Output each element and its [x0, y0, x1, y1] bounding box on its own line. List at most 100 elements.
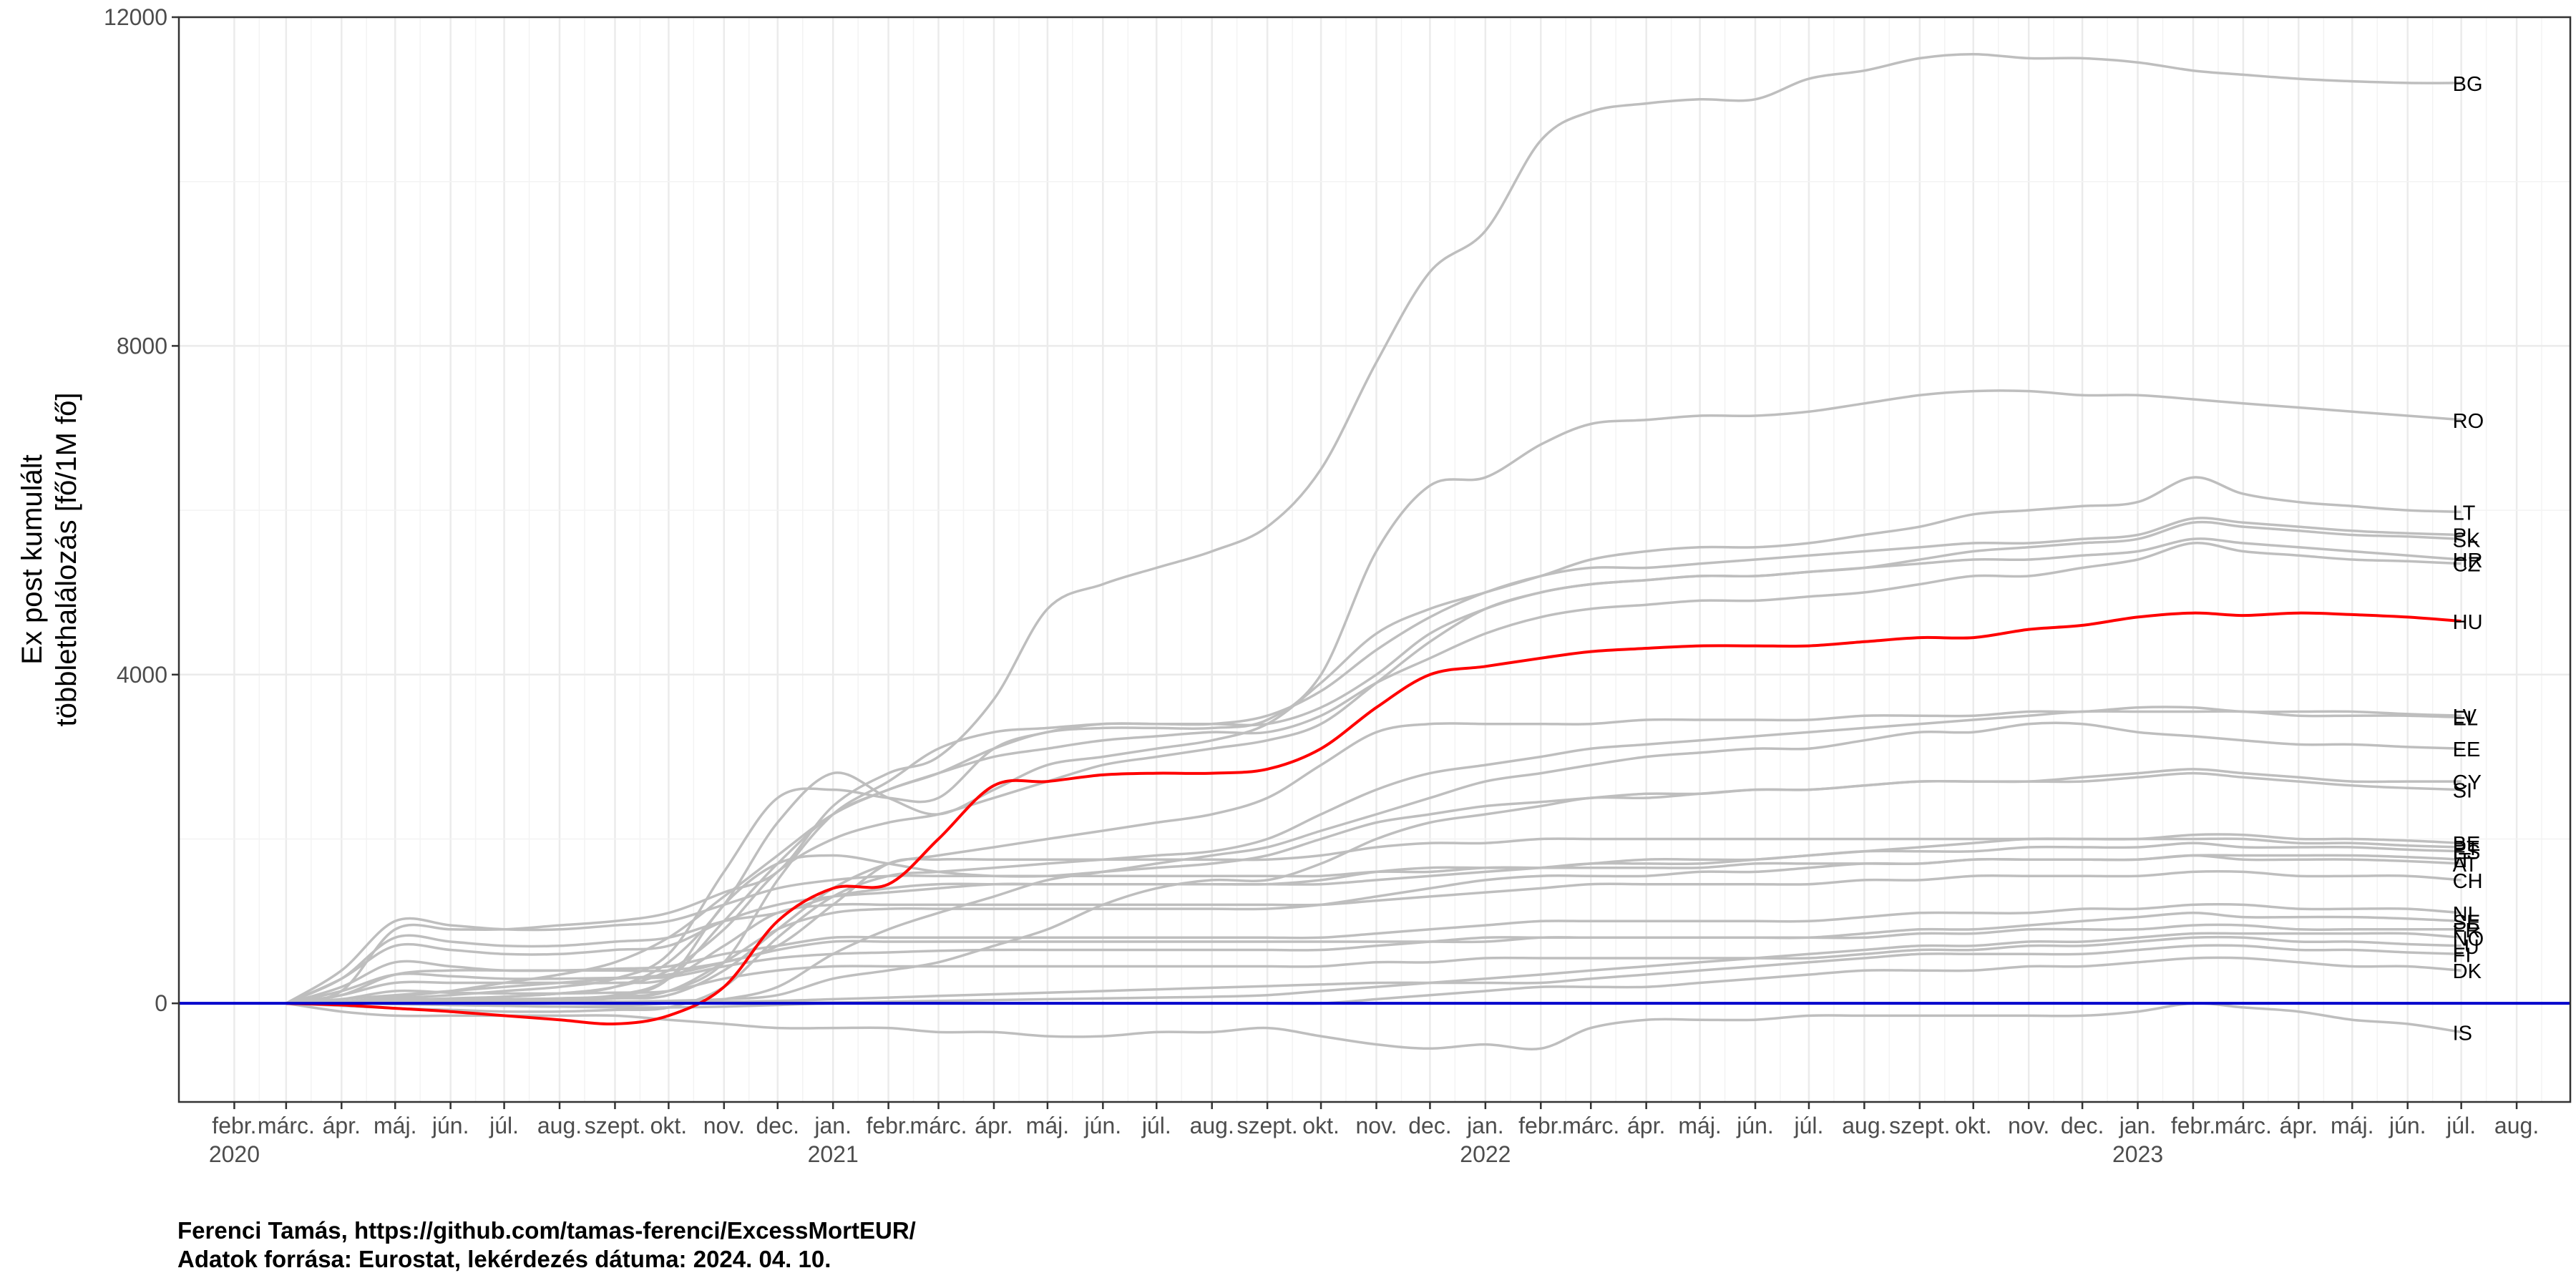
series-line-pt — [286, 837, 2462, 1005]
y-axis-title: Ex post kumulált többlethalálozás [fő/1M… — [16, 393, 82, 727]
x-tick-label-month: márc. — [1562, 1113, 1619, 1138]
series-label-be: BE — [2453, 833, 2481, 856]
caption-line-1: Ferenci Tamás, https://github.com/tamas-… — [177, 1217, 916, 1244]
y-axis-title-line2: többlethalálozás [fő/1M fő] — [51, 393, 82, 727]
y-axis-title-line1: Ex post kumulált — [16, 454, 48, 664]
y-tick-label: 4000 — [117, 662, 167, 688]
x-tick-label-month: máj. — [1026, 1113, 1069, 1138]
series-label-cy: CY — [2453, 771, 2482, 794]
series-label-nl: NL — [2453, 903, 2479, 926]
x-tick-label-month: nov. — [703, 1113, 745, 1138]
x-tick-label-month: dec. — [756, 1113, 799, 1138]
series-label-hu: HU — [2453, 611, 2483, 634]
x-tick-label-month: szept. — [1236, 1113, 1297, 1138]
series-label-sk: SK — [2453, 529, 2481, 552]
series-line-lu — [286, 935, 2462, 1005]
x-tick-label-month: jan. — [814, 1113, 852, 1138]
series-label-hr: HR — [2453, 550, 2483, 572]
x-tick-label-month: jún. — [1084, 1113, 1122, 1138]
x-tick-label-month: aug. — [1190, 1113, 1234, 1138]
x-tick-label-month: márc. — [258, 1113, 315, 1138]
grid — [179, 16, 2570, 1102]
series-label-ee: EE — [2453, 738, 2481, 761]
series-label-cz: CZ — [2453, 554, 2481, 577]
x-tick-label-month: dec. — [1408, 1113, 1451, 1138]
x-tick-label-month: máj. — [374, 1113, 416, 1138]
x-tick-label-month: jún. — [2389, 1113, 2426, 1138]
series-line-se — [286, 912, 2462, 1005]
series-label-pt: PT — [2453, 837, 2479, 860]
x-tick-label-month: febr. — [2171, 1113, 2215, 1138]
x-tick-label-month: nov. — [1355, 1113, 1397, 1138]
series-label-lt: LT — [2453, 502, 2476, 525]
series-label-ro: RO — [2453, 410, 2484, 433]
x-tick-label-month: júl. — [489, 1113, 519, 1138]
x-tick-label-month: jan. — [2119, 1113, 2157, 1138]
series-label-bg: BG — [2453, 73, 2483, 96]
x-tick-label-month: júl. — [1794, 1113, 1824, 1138]
x-tick-label-month: febr. — [212, 1113, 256, 1138]
x-tick-label-month: febr. — [866, 1113, 910, 1138]
x-tick-label-month: ápr. — [323, 1113, 361, 1138]
y-tick-label: 0 — [155, 990, 167, 1016]
series-line-es — [286, 841, 2462, 1005]
plot-border — [177, 16, 2572, 1103]
series-label-es: ES — [2453, 841, 2481, 864]
x-tick-label-month: ápr. — [975, 1113, 1013, 1138]
x-tick-label-month: szept. — [1889, 1113, 1950, 1138]
series-line-nl — [286, 902, 2462, 1005]
series-label-is: IS — [2453, 1022, 2472, 1045]
series-label-fr: FR — [2453, 919, 2481, 942]
series-line-fi — [286, 944, 2462, 1005]
x-tick-label-year: 2021 — [808, 1141, 859, 1167]
series-label-se: SE — [2453, 911, 2481, 934]
x-tick-label-month: dec. — [2061, 1113, 2104, 1138]
series-line-ch — [286, 869, 2462, 1005]
x-tick-label-month: febr. — [1518, 1113, 1563, 1138]
series-label-lv: LV — [2453, 706, 2477, 728]
x-tick-label-month: okt. — [650, 1113, 688, 1138]
series-label-si: SI — [2453, 780, 2472, 803]
x-tick-label-month: júl. — [1141, 1113, 1171, 1138]
y-axis: 0 4000 8000 12000 — [104, 4, 179, 1016]
x-tick-label-month: ápr. — [2280, 1113, 2318, 1138]
plot-background — [179, 17, 2570, 1102]
series-label-it: IT — [2453, 849, 2472, 872]
series-label-dk: DK — [2453, 960, 2482, 983]
series-line-fr — [286, 923, 2462, 1005]
x-tick-label-month: máj. — [1678, 1113, 1721, 1138]
x-tick-label-month: jan. — [1466, 1113, 1504, 1138]
series-line-bg — [286, 52, 2462, 1005]
x-axis: febr. márc. ápr. máj. jún. júl. aug. szept. okt.… — [209, 1102, 2539, 1167]
series-line-hu — [286, 611, 2462, 1026]
series-label-at: AT — [2453, 854, 2478, 877]
x-tick-label-month: jún. — [1736, 1113, 1774, 1138]
series-label-no: NO — [2453, 927, 2484, 950]
caption-line-2: Adatok forrása: Eurostat, lekérdezés dát… — [177, 1246, 831, 1272]
x-tick-label-month: okt. — [1302, 1113, 1340, 1138]
x-tick-label-month: aug. — [537, 1113, 582, 1138]
x-tick-label-month: júl. — [2446, 1113, 2476, 1138]
series-lines — [286, 52, 2462, 1050]
x-tick-label-month: okt. — [1955, 1113, 1992, 1138]
series-label-pl: PL — [2453, 525, 2478, 548]
x-tick-label-year: 2022 — [1460, 1141, 1511, 1167]
x-tick-label-month: márc. — [2215, 1113, 2272, 1138]
series-label-fi: FI — [2453, 944, 2472, 967]
x-tick-label-year: 2023 — [2112, 1141, 2163, 1167]
x-tick-label-year: 2020 — [209, 1141, 260, 1167]
x-tick-label-month: aug. — [1842, 1113, 1886, 1138]
series-line-is — [286, 1002, 2462, 1050]
series-line-lv — [286, 706, 2462, 1005]
x-tick-label-month: márc. — [910, 1113, 967, 1138]
series-label-el: EL — [2453, 708, 2478, 731]
x-tick-label-month: máj. — [2331, 1113, 2373, 1138]
series-label-ch: CH — [2453, 870, 2483, 893]
series-line-dk — [286, 956, 2462, 1009]
series-line-si — [286, 771, 2462, 1005]
series-line-at — [286, 854, 2462, 1005]
x-tick-label-month: ápr. — [1627, 1113, 1665, 1138]
y-tick-label: 8000 — [117, 333, 167, 358]
